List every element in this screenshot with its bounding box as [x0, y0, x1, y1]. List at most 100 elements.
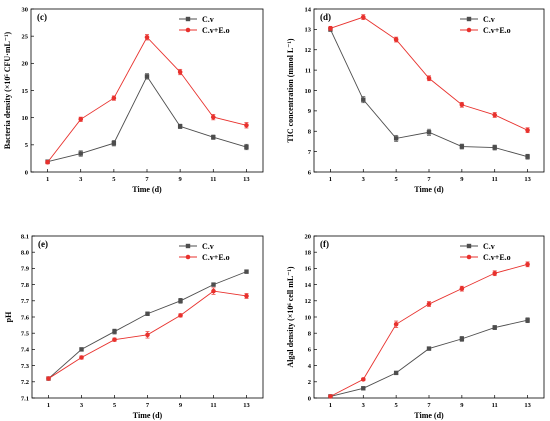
- data-point: [492, 325, 497, 330]
- data-point: [361, 386, 366, 391]
- y-tick-label: 13: [305, 27, 312, 34]
- data-point: [178, 298, 183, 303]
- data-point: [211, 282, 216, 287]
- x-tick-label: 3: [79, 176, 83, 183]
- x-tick-label: 13: [243, 402, 250, 409]
- legend-label: C.v: [483, 15, 495, 24]
- data-point: [426, 130, 432, 135]
- x-tick-label: 7: [427, 176, 431, 183]
- data-point: [360, 377, 366, 382]
- x-tick-label: 5: [395, 402, 399, 409]
- data-point: [244, 293, 249, 299]
- data-point: [525, 154, 530, 159]
- data-point: [492, 270, 498, 276]
- data-point: [492, 145, 497, 150]
- data-point: [211, 135, 216, 140]
- x-tick-label: 1: [47, 402, 50, 409]
- y-tick-label: 7.4: [21, 347, 30, 354]
- data-point: [525, 262, 530, 267]
- y-tick-label: 10: [22, 115, 29, 122]
- legend-marker: [185, 27, 191, 33]
- data-point: [393, 37, 399, 42]
- panel-label: (c): [37, 12, 47, 22]
- data-point: [525, 318, 530, 323]
- y-tick-label: 20: [22, 61, 29, 68]
- x-tick-label: 7: [145, 176, 149, 183]
- data-point: [393, 321, 399, 327]
- legend-label: C.v: [202, 242, 214, 251]
- y-tick-label: 6: [308, 347, 312, 354]
- legend-label: C.v+E.o: [202, 26, 230, 35]
- legend-label: C.v+E.o: [483, 253, 511, 262]
- y-axis-label: Bacteria density (×10⁵ CFU·mL⁻¹): [3, 31, 12, 149]
- series-cveo: [46, 287, 249, 381]
- series-cv: [328, 26, 530, 160]
- x-tick-label: 1: [329, 176, 332, 183]
- data-point: [79, 347, 84, 352]
- legend: C.v C.v+E.o: [460, 15, 511, 35]
- data-point: [244, 144, 249, 150]
- x-tick-label: 11: [210, 176, 216, 183]
- data-point: [45, 159, 50, 165]
- x-tick-label: 7: [427, 402, 431, 409]
- series-line: [47, 75, 247, 163]
- data-point: [360, 14, 366, 20]
- x-tick-label: 11: [492, 402, 498, 409]
- y-tick-label: 11: [305, 67, 311, 74]
- data-point: [112, 337, 117, 342]
- chart-panel-e: 7.17.27.37.47.57.67.77.87.98.08.11 3 5 7 9 11…: [4, 233, 264, 420]
- data-point: [361, 97, 366, 102]
- y-tick-label: 5: [25, 142, 29, 149]
- data-point: [328, 26, 333, 31]
- data-point: [177, 124, 183, 129]
- data-point: [459, 144, 465, 149]
- data-point: [112, 329, 117, 334]
- x-tick-label: 13: [524, 176, 531, 183]
- data-point: [210, 114, 216, 120]
- panel-label: (d): [320, 12, 331, 22]
- data-point: [78, 151, 83, 156]
- legend-label: C.v: [202, 15, 214, 24]
- y-tick-label: 12: [305, 298, 312, 305]
- x-tick-label: 9: [179, 176, 183, 183]
- y-tick-label: 0: [25, 169, 28, 176]
- y-tick-label: 8.0: [21, 250, 29, 257]
- y-tick-label: 30: [22, 6, 29, 13]
- y-tick-label: 7.9: [21, 266, 30, 273]
- x-tick-label: 9: [460, 176, 464, 183]
- series-line: [330, 319, 528, 397]
- legend: C.v C.v+E.o: [179, 242, 230, 262]
- data-point: [144, 34, 150, 40]
- y-tick-label: 9: [308, 108, 312, 115]
- x-tick-label: 3: [362, 176, 366, 183]
- data-point: [144, 74, 150, 79]
- y-tick-label: 25: [22, 33, 29, 40]
- data-point: [393, 136, 399, 141]
- data-point: [328, 394, 333, 399]
- data-point: [492, 112, 498, 118]
- data-point: [178, 313, 183, 318]
- y-tick-label: 8.1: [21, 233, 29, 240]
- y-tick-label: 6: [308, 169, 312, 176]
- data-point: [145, 332, 150, 338]
- legend-marker: [185, 243, 191, 249]
- y-tick-label: 7.8: [21, 282, 30, 289]
- data-point: [145, 311, 150, 316]
- x-axis-label: Time (d): [414, 411, 444, 420]
- data-point: [426, 346, 432, 351]
- y-tick-label: 14: [305, 282, 312, 289]
- y-tick-label: 14: [305, 6, 312, 13]
- x-axis-label: Time (d): [132, 185, 162, 194]
- series-cv: [328, 317, 530, 399]
- x-tick-label: 11: [492, 176, 498, 183]
- panel-label: (e): [38, 239, 48, 249]
- legend-marker: [185, 254, 191, 260]
- data-point: [459, 336, 465, 342]
- series-line: [330, 263, 528, 397]
- y-tick-label: 20: [305, 233, 312, 240]
- series-cveo: [328, 14, 530, 134]
